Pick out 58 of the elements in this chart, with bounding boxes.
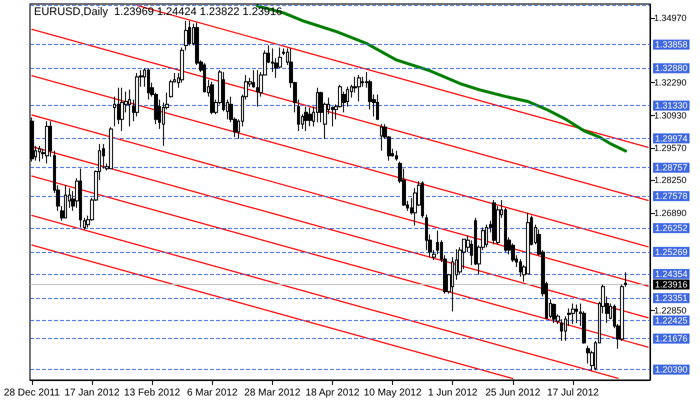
candlestick: [376, 94, 379, 120]
x-tick-label: 13 Feb 2012: [124, 388, 181, 398]
candlestick: [304, 106, 308, 132]
y-tick-label: 1.28250: [654, 174, 687, 185]
x-tick-label: 18 Apr 2012: [306, 388, 360, 398]
ref-line-label: 1.22425: [655, 316, 688, 326]
y-tick-label: 1.29570: [654, 143, 687, 154]
candlestick: [64, 184, 67, 218]
y-tick-label: 1.26890: [654, 208, 687, 218]
candlestick: [256, 70, 259, 108]
candlestick: [357, 74, 361, 102]
candlestick: [492, 199, 496, 245]
candlestick: [308, 107, 312, 127]
x-tick-label: 6 Mar 2012: [186, 388, 238, 398]
ref-line-label: 1.28757: [655, 162, 688, 173]
ref-line-label: 1.27578: [655, 191, 688, 202]
x-tick-label: 1 Jun 2012: [428, 388, 478, 398]
x-tick-label: 17 Jan 2012: [64, 388, 120, 398]
x-tick-label: 28 Mar 2012: [244, 388, 301, 398]
candlestick: [109, 126, 113, 170]
chart-title: EURUSD,Daily 1.23969 1.24424 1.23822 1.23916: [34, 6, 282, 18]
x-tick-label: 10 May 2012: [364, 388, 422, 398]
candlestick: [188, 20, 191, 46]
ref-line-label: 1.31330: [655, 100, 688, 111]
y-tick-label: 1.22850: [654, 305, 687, 316]
candlestick: [552, 302, 556, 324]
candlestick: [79, 168, 82, 228]
ref-line-label: 1.26252: [655, 223, 688, 234]
candlestick: [571, 302, 575, 325]
ref-line-label: 1.24354: [655, 268, 688, 279]
ref-line-label: 1.32880: [655, 63, 688, 74]
candlestick: [147, 68, 150, 100]
x-tick-label: 17 Jul 2012: [547, 388, 600, 398]
candlestick: [560, 318, 563, 342]
candlestick: [38, 145, 41, 162]
candlestick: [128, 89, 131, 127]
candlestick: [120, 87, 124, 132]
x-tick-label: 25 Jun 2012: [485, 388, 541, 398]
y-tick-label: 1.30930: [654, 110, 687, 120]
candlestick: [316, 87, 319, 123]
candlestick: [485, 224, 488, 248]
candlestick: [210, 81, 214, 115]
y-tick-label: 1.34970: [654, 12, 687, 23]
candlestick: [380, 124, 383, 152]
candlestick: [395, 150, 398, 162]
ref-line-label: 1.21676: [655, 334, 688, 344]
candlestick: [203, 62, 206, 94]
y-tick-label: 1.32290: [654, 77, 687, 88]
x-tick-label: 28 Dec 2011: [4, 388, 60, 398]
ref-line-label: 1.29974: [655, 133, 688, 144]
candlestick: [45, 120, 49, 164]
ref-line-label: 1.25269: [655, 246, 688, 257]
ref-line-label: 1.20390: [655, 364, 688, 375]
candlestick: [575, 304, 578, 324]
candlestick: [421, 180, 424, 218]
ref-line-label: 1.33858: [655, 40, 688, 50]
ref-line-label: 1.23351: [655, 293, 688, 304]
ref-line-label: 1.23916: [655, 280, 688, 290]
